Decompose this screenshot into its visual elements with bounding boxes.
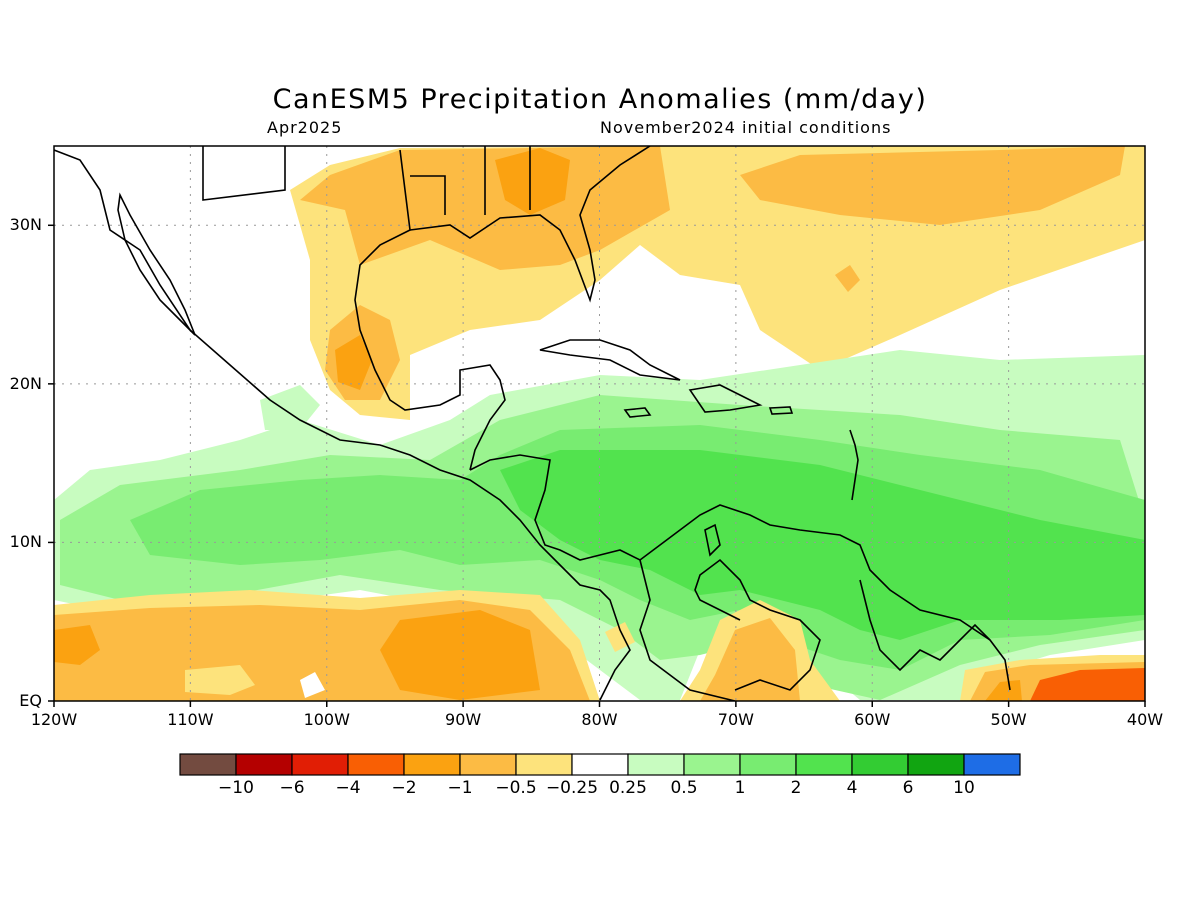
colorbar-swatch [291,753,349,776]
x-tick-label: 80W [581,710,618,729]
colorbar-label: 10 [953,778,975,798]
colorbar-label: −0.25 [545,778,599,798]
y-tick-label: EQ [19,691,42,710]
x-tick-label: 100W [303,710,350,729]
colorbar-swatch [515,753,573,776]
coastline-cuba [539,339,681,381]
colorbar-swatch [963,753,1021,776]
x-tick-label: 50W [990,710,1027,729]
coastline-gulf [354,149,506,471]
colorbar-label: 4 [846,778,858,798]
colorbar-label: 0.5 [670,778,698,798]
contour-neg-strong-mexico [335,335,372,390]
colorbar-swatch [571,753,629,776]
colorbar-label: −10 [218,778,254,798]
y-tick-label: 10N [9,532,42,552]
colorbar-label: 6 [902,778,914,798]
contour-neg-light-patch [185,665,255,695]
x-tick-label: 70W [717,710,754,729]
coastline-hispaniola [688,384,763,413]
colorbar-label: −1 [447,778,473,798]
colorbar-label: 1 [734,778,746,798]
coastline-puerto-rico [768,406,794,415]
colorbar-swatch [235,753,293,776]
colorbar-swatch [739,753,797,776]
coastline-lake-maracaibo [704,523,721,557]
colorbar-label: 2 [790,778,802,798]
gridlines [54,146,1145,701]
colorbar-swatch [347,753,405,776]
axis-ticks [48,224,1146,707]
colorbar-swatch [403,753,461,776]
colorbar-label: −2 [391,778,417,798]
colorbar-label: −4 [335,778,361,798]
x-tick-label: 90W [445,710,482,729]
colorbar-label: −6 [279,778,305,798]
contour-neg-mid-amazon [700,618,800,701]
colorbar-swatch [459,753,517,776]
anomaly-field [54,146,1145,701]
x-tick-label: 60W [854,710,891,729]
contour-neg-mid-small [835,265,860,292]
colorbar-swatch [179,753,237,776]
x-tick-label: 40W [1126,710,1164,729]
colorbar-label: 0.25 [609,778,647,798]
coastline-lesser-antilles [849,429,859,501]
colorbar-swatch [683,753,741,776]
map-title: CanESM5 Precipitation Anomalies (mm/day) [272,84,928,115]
coastline-us-gulf [409,146,651,303]
border-guianas [859,579,991,672]
contour-neg-mid-atlantic [740,146,1125,225]
x-tick-label: 120W [30,710,78,729]
initial-conditions-label: November2024 initial conditions [600,118,892,137]
y-tick-label: 20N [9,373,42,393]
colorbar-swatch [851,753,909,776]
colorbar-swatch [795,753,853,776]
contour-white-patch [300,672,325,698]
coastline-baja [117,192,196,336]
contour-pos-light-north-strip [260,385,320,430]
contour-neg-strong-east-coast [985,680,1022,701]
coastline-central-america [469,454,1011,691]
y-tick-label: 30N [9,215,42,235]
coastline-jamaica [623,407,652,418]
contour-pos-stronger-caribbean [500,450,1145,640]
colorbar-swatch [907,753,965,776]
contour-neg-strong-far-west [54,625,100,665]
border-south-america [639,558,821,701]
coastline-mexico-pacific [54,149,631,701]
colorbar-swatch [627,753,685,776]
contour-neg-stronger-east [1030,668,1145,701]
border-us-states [202,146,531,215]
forecast-month: Apr2025 [267,118,343,137]
contour-neg-strong-southeast [495,148,570,215]
contour-neg-strong-south-pacific [380,610,540,700]
colorbar-label: −0.5 [495,778,537,798]
colorbar [179,753,1021,776]
coastlines [54,146,1011,701]
x-tick-label: 110W [167,710,214,729]
